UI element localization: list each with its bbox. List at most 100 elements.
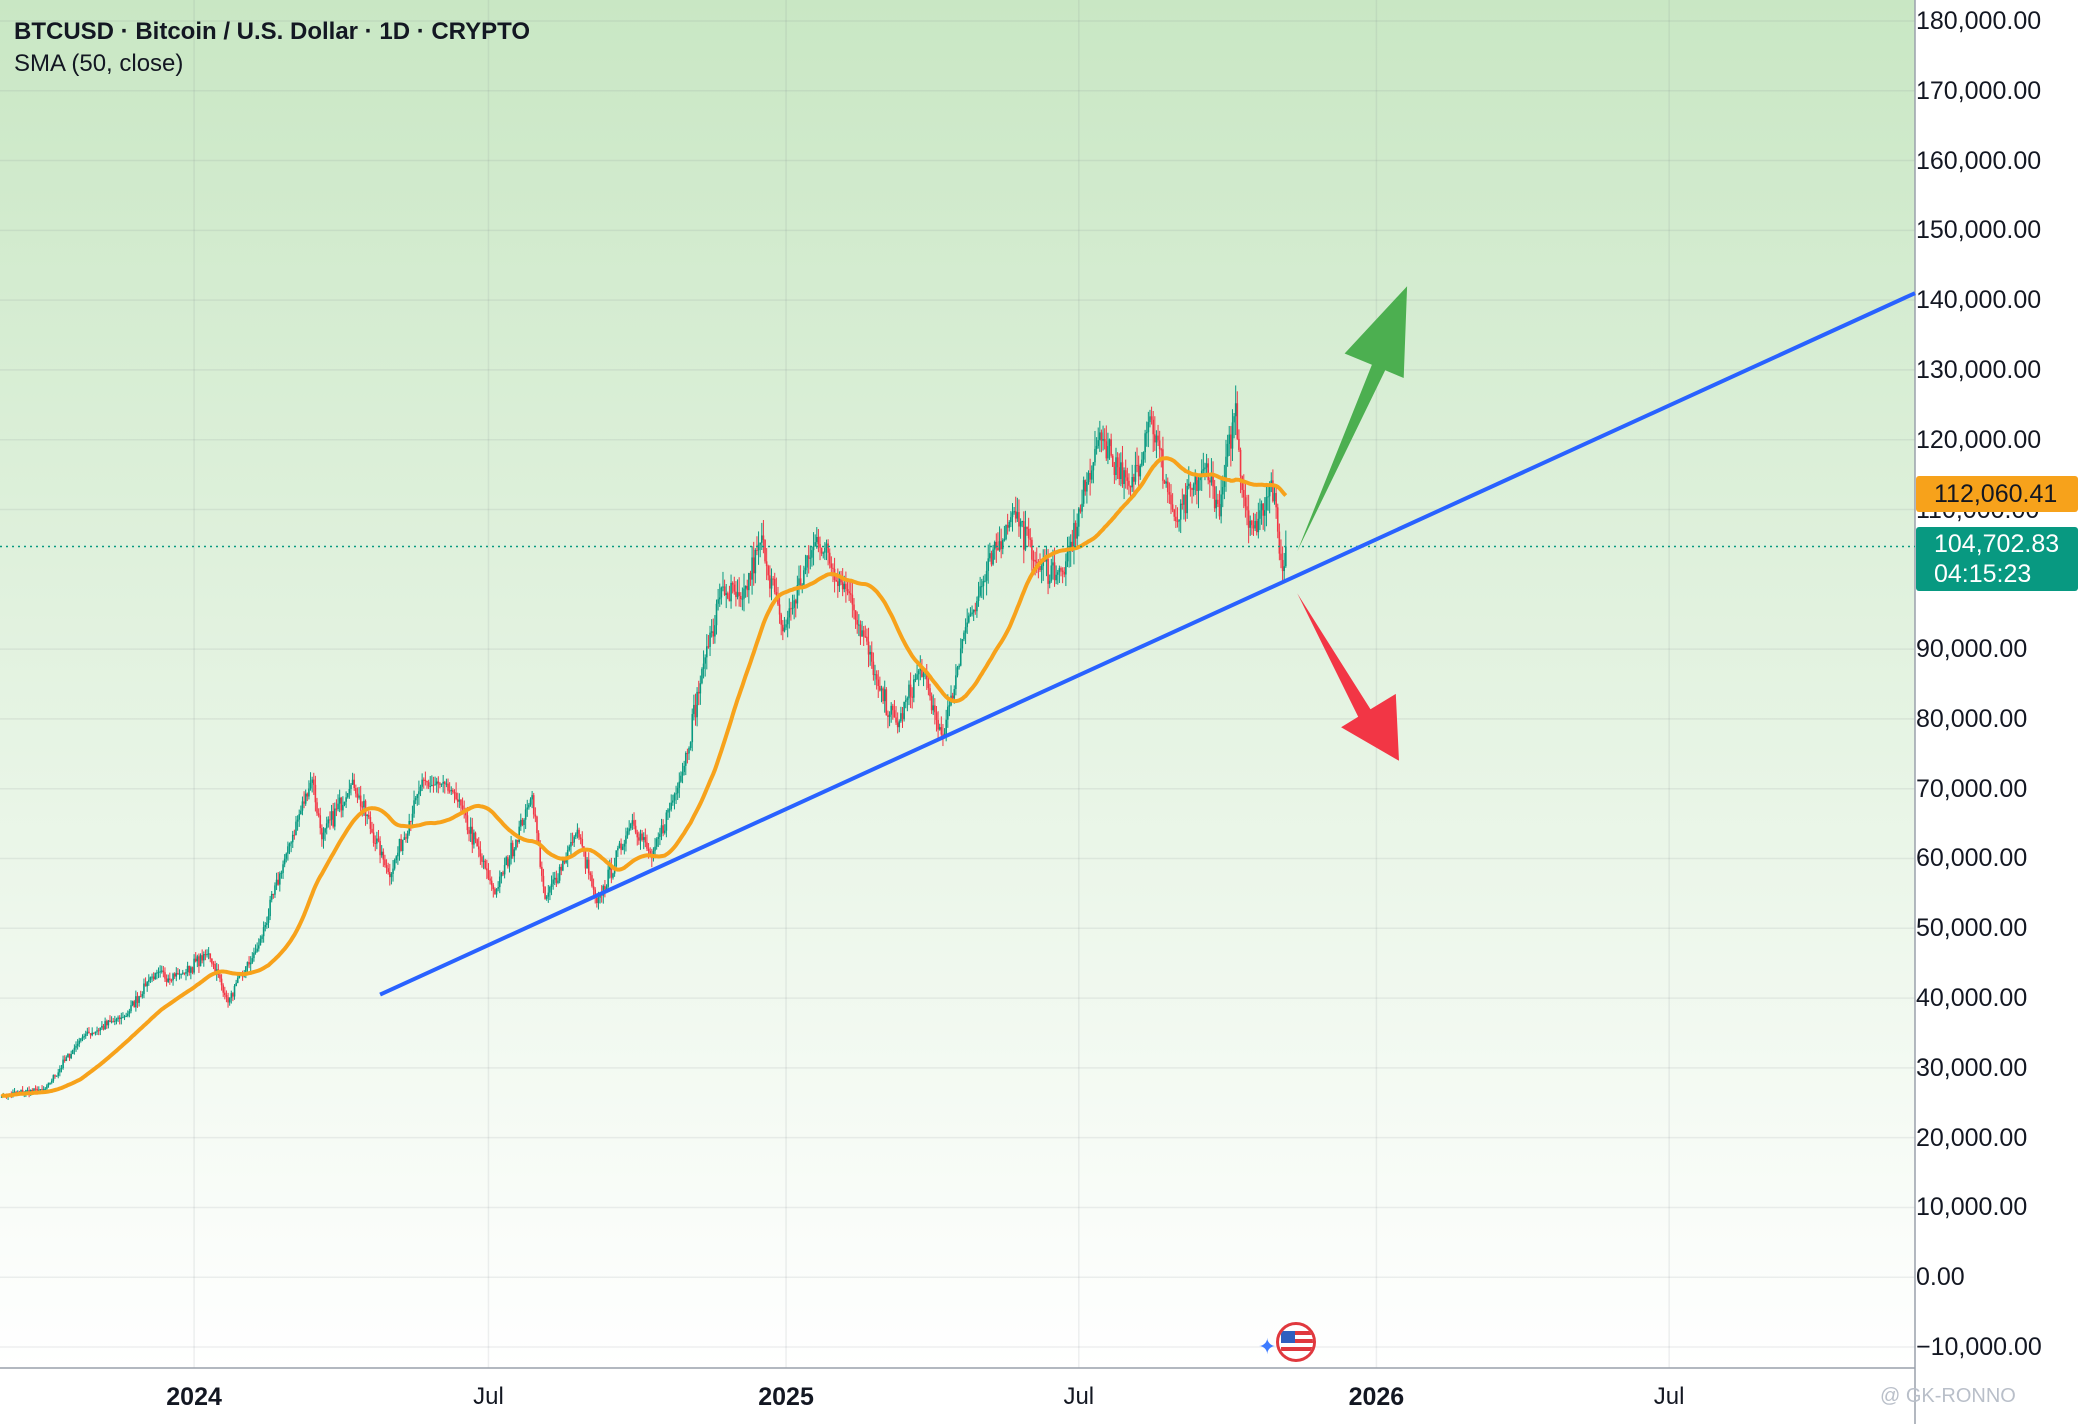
candle-body: [592, 886, 595, 890]
arrow-up[interactable]: [1297, 286, 1408, 552]
candle: [65, 1055, 68, 1062]
candle-body: [455, 792, 457, 800]
candle: [688, 746, 690, 760]
trendline[interactable]: [379, 291, 1916, 997]
candle: [817, 529, 820, 553]
candle-body: [424, 779, 427, 781]
candle: [770, 568, 773, 601]
candle: [1126, 467, 1129, 490]
candle-body: [1194, 474, 1197, 485]
candle-body: [623, 843, 626, 847]
candle-body: [1120, 462, 1122, 480]
candle: [62, 1055, 64, 1070]
candle: [979, 576, 981, 598]
candle-body: [1170, 494, 1172, 505]
arrow-down[interactable]: [1297, 593, 1399, 761]
candle-body: [1131, 477, 1133, 488]
candle-body: [84, 1034, 87, 1037]
candle: [882, 686, 884, 704]
candle: [684, 751, 687, 776]
candle: [1011, 503, 1014, 532]
candle: [883, 680, 886, 713]
candle: [300, 805, 302, 815]
candle-body: [764, 540, 766, 562]
candle: [1196, 473, 1198, 505]
candle: [154, 972, 157, 980]
candle-body: [1210, 473, 1213, 483]
candle: [385, 859, 388, 874]
candle: [1100, 429, 1103, 453]
candle: [1213, 479, 1216, 513]
candle-body: [963, 632, 965, 640]
candle: [96, 1026, 98, 1035]
candle-body: [521, 819, 524, 826]
candle-body: [946, 706, 949, 720]
candle-body: [212, 963, 215, 965]
candle-body: [1097, 440, 1100, 446]
candle-body: [667, 809, 669, 813]
candle: [1123, 467, 1125, 500]
price-tick-label: 90,000.00: [1916, 635, 2028, 664]
candle-body: [1268, 486, 1271, 497]
candle: [1163, 479, 1166, 484]
candle-body: [1179, 503, 1182, 520]
candle-body: [270, 893, 273, 900]
candle: [115, 1017, 118, 1025]
candle-body: [1102, 439, 1104, 441]
candle-body: [209, 953, 212, 959]
candle: [309, 772, 312, 791]
candle: [1223, 464, 1226, 500]
candle-body: [547, 892, 550, 897]
candle: [804, 554, 807, 575]
candle-body: [233, 986, 236, 997]
candle: [392, 860, 394, 882]
candle: [820, 547, 823, 557]
candle: [904, 695, 907, 709]
candle-body: [922, 673, 925, 677]
candle: [780, 612, 783, 636]
candle: [898, 719, 901, 733]
candle-body: [282, 864, 284, 873]
candle: [929, 683, 931, 701]
candle: [149, 976, 152, 984]
candle: [727, 591, 729, 600]
candle: [646, 834, 648, 852]
candle-body: [631, 820, 634, 824]
price-tick-label: 20,000.00: [1916, 1123, 2028, 1152]
candle: [958, 663, 960, 670]
candle: [230, 990, 233, 1004]
candle: [486, 859, 488, 880]
candle-body: [337, 803, 339, 809]
candle: [1170, 484, 1172, 515]
candle: [390, 872, 393, 885]
candle-body: [1115, 457, 1117, 476]
candle: [442, 774, 444, 793]
candle-body: [993, 541, 996, 550]
candle-body: [625, 835, 627, 844]
candle-body: [1217, 499, 1219, 505]
candle: [694, 693, 697, 726]
candle-body: [80, 1038, 82, 1041]
candle-body: [906, 698, 909, 701]
candle-body: [1136, 464, 1138, 466]
time-tick-label: 2025: [758, 1383, 814, 1411]
candle: [521, 817, 524, 827]
us-flag-event-icon[interactable]: [1276, 1322, 1316, 1362]
candle: [995, 533, 998, 563]
candle-body: [254, 951, 257, 953]
candle-body: [1052, 562, 1054, 566]
candle-body: [861, 630, 863, 637]
candle: [500, 871, 503, 884]
candle-body: [848, 591, 850, 594]
candle-body: [887, 715, 889, 718]
candle-body: [445, 783, 448, 785]
candle-body: [369, 817, 372, 829]
candle: [1014, 496, 1017, 523]
sma-value-tag: 112,060.41: [1916, 476, 2078, 512]
candle: [568, 844, 571, 852]
candle-body: [133, 1001, 136, 1008]
candle-body: [1035, 561, 1038, 563]
candle: [788, 598, 791, 629]
candle-body: [1027, 529, 1030, 539]
